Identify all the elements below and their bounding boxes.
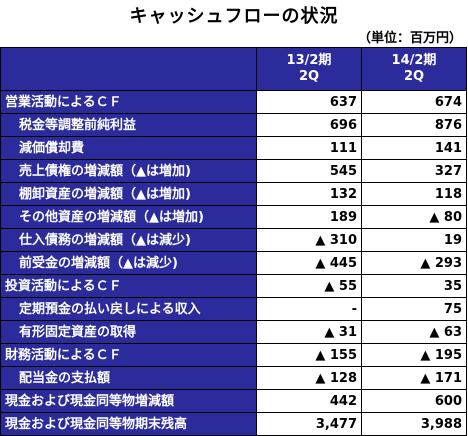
row-value-1: ▲ 155 — [256, 343, 362, 367]
row-value-2: ▲ 293 — [361, 251, 467, 275]
row-value-2: 75 — [361, 297, 467, 321]
header-row: 13/2期 2Q 14/2期 2Q — [0, 47, 467, 91]
row-value-1: 189 — [256, 205, 362, 229]
row-label: 売上債権の増減額（▲は増加) — [0, 159, 257, 183]
table-row: 減価償却費 111 141 — [0, 136, 467, 160]
row-label: 定期預金の払い戻しによる収入 — [0, 297, 257, 321]
row-value-1: 111 — [256, 136, 362, 160]
table-row: 前受金の増減額（▲は減少) ▲ 445 ▲ 293 — [0, 251, 467, 275]
column-header-1-period: 13/2期 — [286, 53, 332, 69]
row-value-1: ▲ 31 — [256, 320, 362, 344]
row-value-1: 545 — [256, 159, 362, 183]
row-label: 税金等調整前純利益 — [0, 113, 257, 137]
row-value-1: 132 — [256, 182, 362, 206]
row-value-2: ▲ 63 — [361, 320, 467, 344]
row-value-2: ▲ 171 — [361, 366, 467, 390]
column-header-2: 14/2期 2Q — [361, 47, 467, 91]
column-header-2-period: 14/2期 — [391, 53, 437, 69]
row-value-2: 3,988 — [361, 412, 467, 436]
row-value-1: ▲ 445 — [256, 251, 362, 275]
row-value-1: 3,477 — [256, 412, 362, 436]
cash-flow-table: 13/2期 2Q 14/2期 2Q 営業活動によるＣＦ 637 674 税金等調… — [0, 47, 467, 436]
row-value-1: 696 — [256, 113, 362, 137]
table-row: 棚卸資産の増減額（▲は増加) 132 118 — [0, 182, 467, 206]
header-label-cell — [0, 47, 257, 91]
row-label: 減価償却費 — [0, 136, 257, 160]
row-value-2: 600 — [361, 389, 467, 413]
table-row: その他資産の増減額（▲は増加) 189 ▲ 80 — [0, 205, 467, 229]
row-value-2: 674 — [361, 90, 467, 114]
row-value-2: 118 — [361, 182, 467, 206]
table-row: 定期預金の払い戻しによる収入 - 75 — [0, 297, 467, 321]
column-header-1: 13/2期 2Q — [256, 47, 362, 91]
table-row: 営業活動によるＣＦ 637 674 — [0, 90, 467, 114]
row-value-1: ▲ 128 — [256, 366, 362, 390]
row-label: その他資産の増減額（▲は増加) — [0, 205, 257, 229]
table-row: 売上債権の増減額（▲は増加) 545 327 — [0, 159, 467, 183]
row-value-1: ▲ 310 — [256, 228, 362, 252]
row-value-2: 19 — [361, 228, 467, 252]
row-label: 現金および現金同等物期末残高 — [0, 412, 257, 436]
table-row: 現金および現金同等物期末残高 3,477 3,988 — [0, 412, 467, 436]
page-title: キャッシュフローの状況 — [129, 6, 339, 27]
row-value-1: - — [256, 297, 362, 321]
row-label: 営業活動によるＣＦ — [0, 90, 257, 114]
row-value-2: 35 — [361, 274, 467, 298]
row-value-2: 327 — [361, 159, 467, 183]
table-row: 投資活動によるＣＦ ▲ 55 35 — [0, 274, 467, 298]
table-row: 有形固定資産の取得 ▲ 31 ▲ 63 — [0, 320, 467, 344]
table-row: 配当金の支払額 ▲ 128 ▲ 171 — [0, 366, 467, 390]
table-row: 財務活動によるＣＦ ▲ 155 ▲ 195 — [0, 343, 467, 367]
row-label: 仕入債務の増減額（▲は減少) — [0, 228, 257, 252]
row-value-2: ▲ 80 — [361, 205, 467, 229]
table-row: 仕入債務の増減額（▲は減少) ▲ 310 19 — [0, 228, 467, 252]
row-label: 棚卸資産の増減額（▲は増加) — [0, 182, 257, 206]
row-label: 投資活動によるＣＦ — [0, 274, 257, 298]
row-value-1: 637 — [256, 90, 362, 114]
table-row: 現金および現金同等物増減額 442 600 — [0, 389, 467, 413]
row-value-2: 141 — [361, 136, 467, 160]
column-header-1-quarter: 2Q — [298, 69, 320, 84]
table-row: 税金等調整前純利益 696 876 — [0, 113, 467, 137]
row-label: 前受金の増減額（▲は減少) — [0, 251, 257, 275]
row-value-1: ▲ 55 — [256, 274, 362, 298]
row-label: 現金および現金同等物増減額 — [0, 389, 257, 413]
row-value-2: 876 — [361, 113, 467, 137]
row-label: 有形固定資産の取得 — [0, 320, 257, 344]
row-value-1: 442 — [256, 389, 362, 413]
column-header-2-quarter: 2Q — [403, 69, 425, 84]
row-value-2: ▲ 195 — [361, 343, 467, 367]
unit-note: （単位：百万円） — [357, 31, 462, 46]
row-label: 財務活動によるＣＦ — [0, 343, 257, 367]
row-label: 配当金の支払額 — [0, 366, 257, 390]
